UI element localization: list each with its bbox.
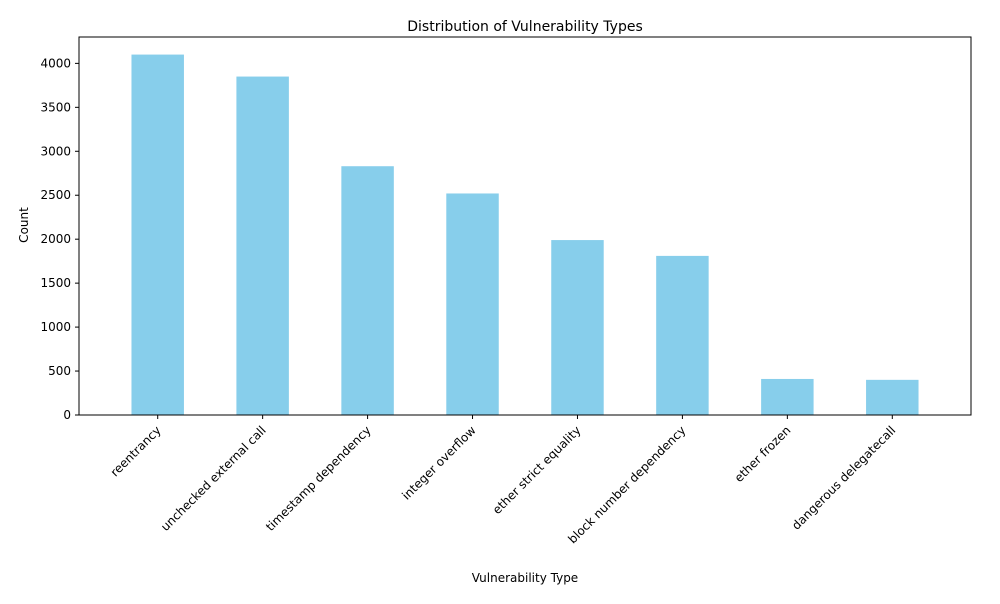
bar-reentrancy (131, 54, 184, 415)
plot-frame (78, 36, 972, 416)
x-tick-label: integer overflow (399, 423, 479, 503)
y-tick-label: 4000 (40, 56, 71, 70)
x-tick-label: timestamp dependency (263, 423, 374, 534)
x-tick-label: reentrancy (108, 423, 164, 479)
y-tick-label: 1000 (40, 320, 71, 334)
y-tick-label: 3000 (40, 144, 71, 158)
x-tick-label: unchecked external call (158, 423, 269, 534)
y-tick-label: 1500 (40, 276, 71, 290)
bar-ether-strict-equality (551, 240, 604, 415)
x-tick-label: ether frozen (732, 423, 794, 485)
chart-title: Distribution of Vulnerability Types (407, 19, 643, 35)
x-tick-label: ether strict equality (490, 423, 584, 517)
y-tick-label: 0 (63, 408, 71, 422)
x-axis-label: Vulnerability Type (472, 571, 578, 585)
y-tick-label: 2500 (40, 188, 71, 202)
y-tick-label: 500 (48, 364, 71, 378)
bar-unchecked-external-call (236, 76, 289, 415)
y-axis-label: Count (17, 207, 31, 243)
bar-block-number-dependency (656, 255, 709, 415)
bar-dangerous-delegatecall (866, 379, 919, 415)
x-tick-label: block number dependency (565, 423, 688, 546)
y-tick-label: 3500 (40, 100, 71, 114)
bars-group (131, 54, 919, 415)
bar-integer-overflow (446, 193, 499, 415)
bar-timestamp-dependency (341, 166, 394, 415)
y-axis: 0 500 1000 1500 2000 2500 3000 3500 4000 (40, 56, 79, 422)
y-tick-label: 2000 (40, 232, 71, 246)
x-tick-label: dangerous delegatecall (789, 423, 898, 532)
bar-ether-frozen (761, 378, 814, 415)
